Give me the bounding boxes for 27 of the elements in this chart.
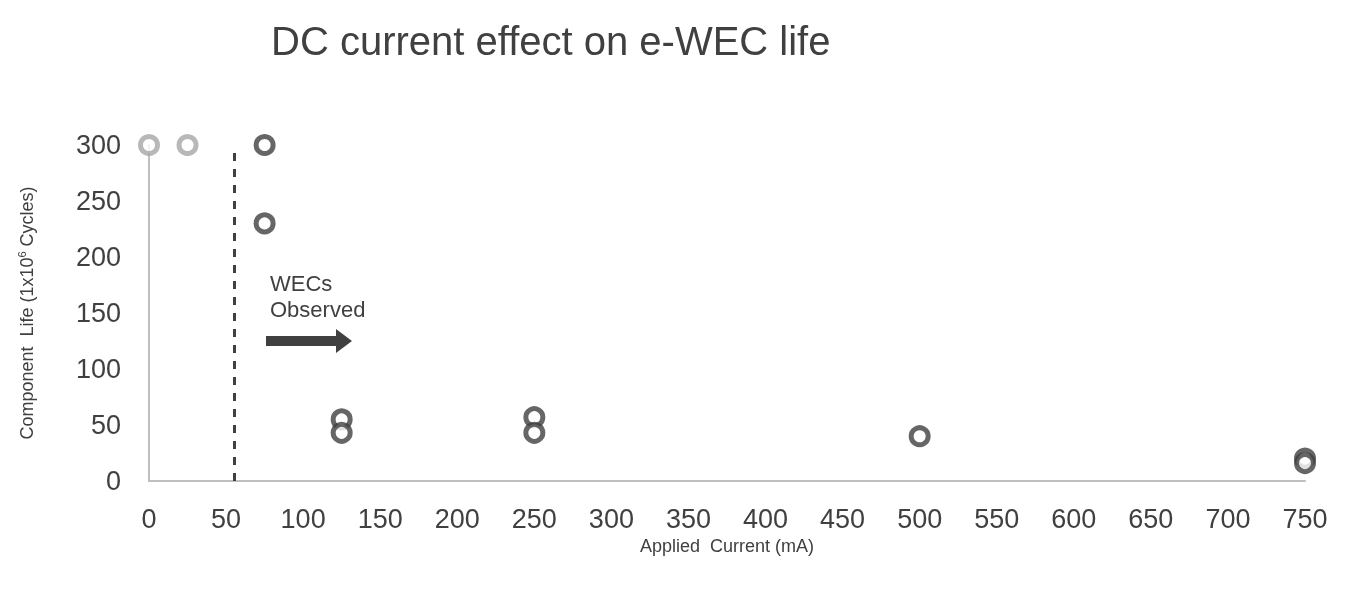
y-tick-label: 50	[90, 410, 121, 440]
x-tick-label: 50	[211, 503, 242, 534]
x-tick-label: 200	[434, 503, 480, 534]
x-tick-label: 600	[1051, 503, 1097, 534]
y-tick-label: 300	[75, 130, 121, 160]
x-tick-label: 450	[820, 503, 866, 534]
y-axis-title: Component Life (1x106 Cycles)	[15, 186, 37, 440]
x-tick-label: 700	[1205, 503, 1251, 534]
x-tick-label: 650	[1128, 503, 1174, 534]
y-tick-label: 250	[75, 186, 121, 216]
x-tick-label: 300	[588, 503, 634, 534]
x-tick-label: 150	[357, 503, 403, 534]
y-tick-label: 200	[75, 242, 121, 272]
x-tick-label: 0	[141, 503, 157, 534]
x-tick-label: 550	[974, 503, 1020, 534]
y-tick-label: 150	[75, 298, 121, 328]
annotation: WECs Observed	[270, 270, 366, 322]
chart-title: DC current effect on e-WEC life	[271, 19, 831, 63]
x-tick-label: 400	[743, 503, 789, 534]
x-tick-label: 500	[897, 503, 943, 534]
x-tick-label: 250	[511, 503, 557, 534]
x-tick-label: 100	[280, 503, 326, 534]
y-tick-label: 0	[105, 466, 121, 496]
x-axis-title: Applied Current (mA)	[639, 535, 815, 556]
x-tick-label: 750	[1282, 503, 1328, 534]
x-tick-label: 350	[665, 503, 711, 534]
y-tick-label: 100	[75, 354, 121, 384]
